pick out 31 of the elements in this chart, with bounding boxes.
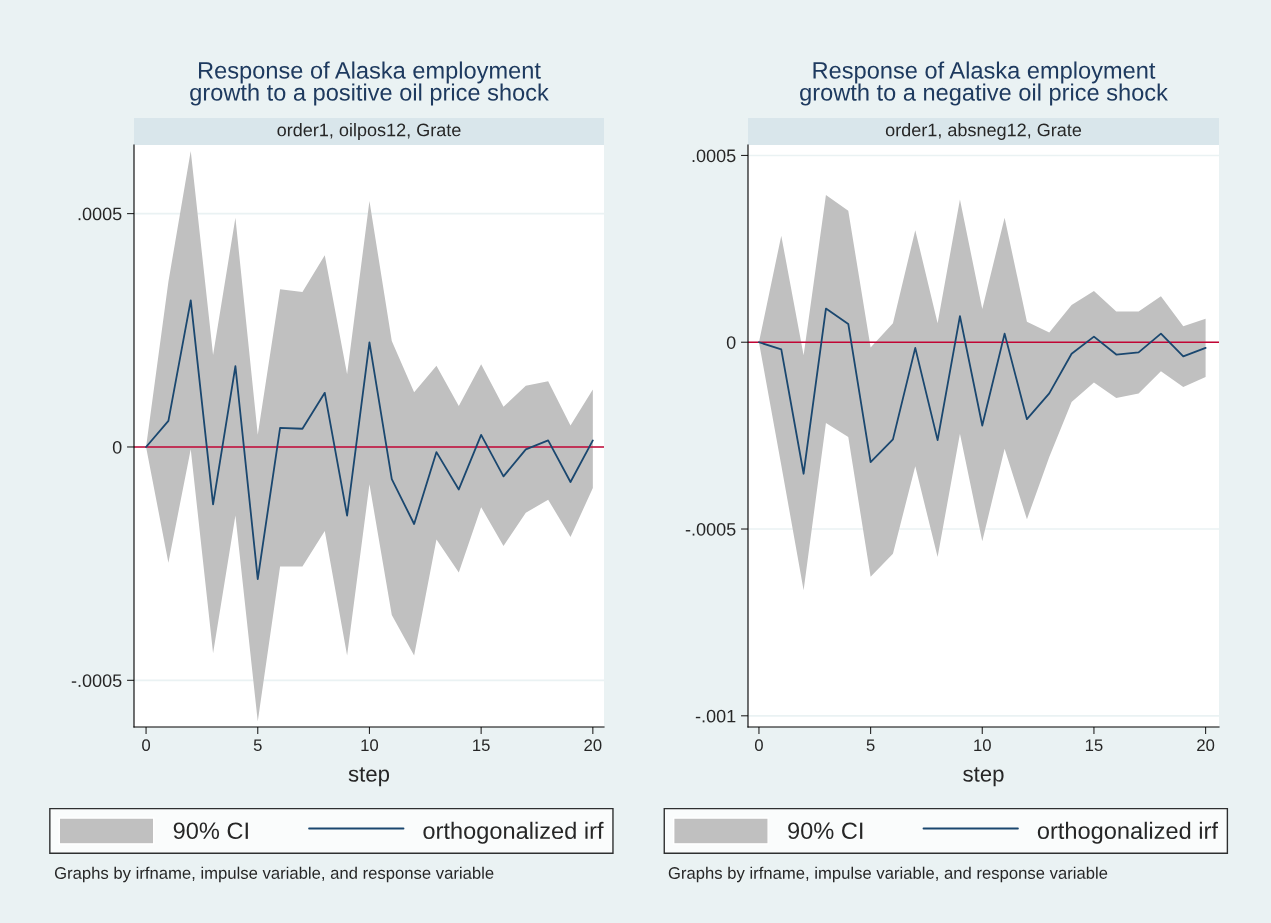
x-tick-label: 5 (253, 739, 262, 752)
x-tick-label: 20 (584, 739, 602, 752)
chart-subtitle: order1, absneg12, Grate (885, 123, 1082, 140)
x-tick-label: 0 (142, 739, 151, 752)
text: 90% CI (788, 822, 863, 840)
chart-title: Response of Alaska employment growth to a negative oil price shock (800, 61, 1168, 106)
y-tick-label: -.001 (695, 709, 736, 723)
line-series (145, 299, 594, 580)
text: Graphs by irfname, impulse variable, and response variable (668, 866, 1108, 883)
chart-title: Response of Alaska employment growth to a positive oil price shock (190, 61, 549, 106)
x-tick-label: 15 (473, 739, 490, 752)
x-axis-title: step (348, 767, 390, 787)
x-tick-label: 10 (361, 739, 379, 752)
legend-label: orthogonalized irf (1037, 821, 1218, 844)
y-tick-label: -.0005 (71, 674, 122, 688)
x-tick-label: 5 (866, 739, 875, 752)
x-tick-label: 10 (974, 739, 991, 752)
x-tick-label: 20 (1197, 739, 1215, 752)
line-series (758, 307, 1207, 475)
text: 90% CI (173, 822, 248, 840)
legend-label: orthogonalized irf (423, 821, 604, 844)
text: Graphs by irfname, impulse variable, and response variable (54, 866, 494, 883)
x-tick-label: 0 (754, 739, 763, 752)
x-axis-title: step (963, 767, 1004, 787)
y-tick-label: 0 (112, 440, 122, 454)
x-tick-label: 15 (1085, 739, 1103, 752)
y-tick-label: 0 (726, 336, 736, 349)
y-tick-label: .0005 (78, 207, 122, 221)
chart-subtitle: order1, oilpos12, Grate (277, 123, 461, 140)
y-tick-label: -.0005 (685, 522, 736, 536)
y-tick-label: .0005 (692, 149, 736, 163)
